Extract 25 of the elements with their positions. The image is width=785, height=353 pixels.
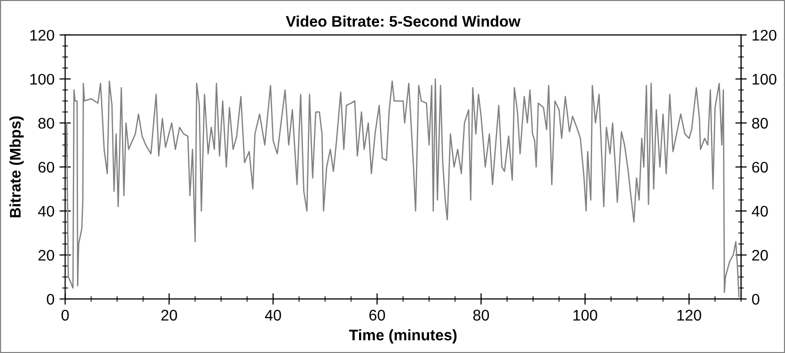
x-tick-label: 40 <box>264 310 282 321</box>
y2-tick-label: 60 <box>752 162 768 173</box>
x-tick-label: 0 <box>62 310 69 321</box>
y-tick-label: 20 <box>38 250 54 261</box>
chart-title: Video Bitrate: 5-Second Window <box>286 16 520 27</box>
y-tick-label: 80 <box>38 118 54 129</box>
y-tick-label: 100 <box>30 74 54 85</box>
x-tick-label: 120 <box>677 310 702 321</box>
y-axis-title: Bitrate (Mbps) <box>9 116 24 218</box>
x-tick-label: 80 <box>473 310 489 321</box>
y2-tick-label: 100 <box>752 74 776 85</box>
y2-tick-label: 40 <box>752 206 768 217</box>
y2-tick-label: 0 <box>752 294 760 305</box>
x-tick-label: 20 <box>161 310 178 321</box>
y-tick-label: 40 <box>38 206 54 217</box>
y2-tick-label: 20 <box>752 250 768 261</box>
x-axis-title: Time (minutes) <box>349 329 457 344</box>
x-tick-label: 60 <box>369 310 385 321</box>
line-series <box>65 78 740 298</box>
y-tick-label: 60 <box>38 162 54 173</box>
x-tick-label: 100 <box>573 310 598 321</box>
y-tick-label: 120 <box>30 30 54 41</box>
y2-tick-label: 120 <box>752 30 776 41</box>
y2-tick-label: 80 <box>752 118 768 129</box>
y-tick-label: 0 <box>46 294 54 305</box>
